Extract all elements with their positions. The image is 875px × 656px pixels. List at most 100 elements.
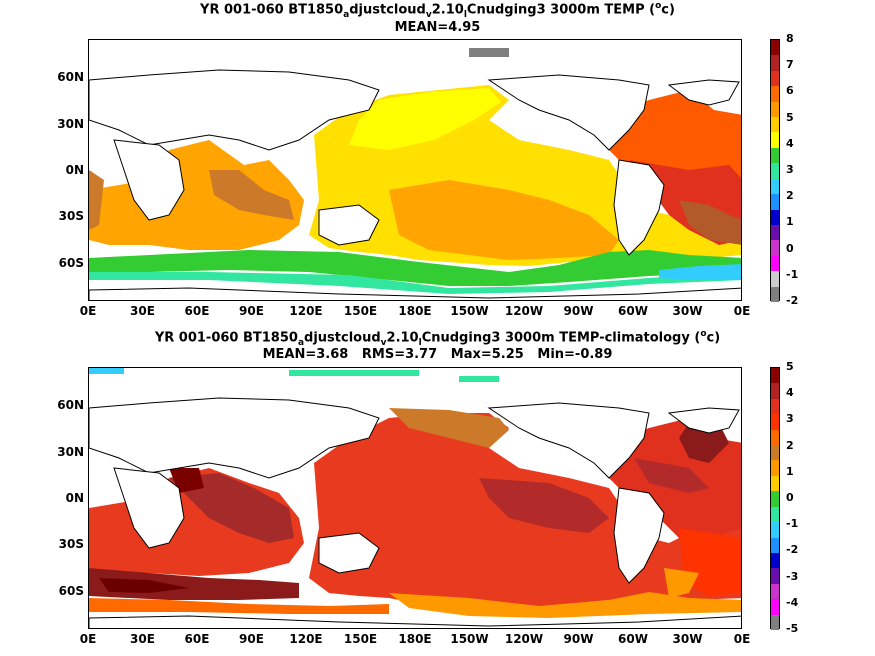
- x-tick-label: 90E: [239, 304, 264, 318]
- colorbar-segment: [771, 522, 779, 539]
- x-tick-label: 90W: [563, 304, 594, 318]
- x-tick-label: 30E: [130, 632, 155, 646]
- colorbar-label: 0: [786, 491, 794, 504]
- colorbar-segment: [771, 163, 779, 180]
- colorbar-label: -2: [786, 543, 799, 557]
- colorbar-segment: [771, 383, 779, 400]
- colorbar-segment: [771, 599, 779, 616]
- colorbar-segment: [771, 40, 779, 56]
- p1-ylabel-60s: 60S: [58, 256, 84, 270]
- x-tick-label: 60E: [184, 632, 210, 646]
- colorbar-segment: [771, 398, 779, 415]
- colorbar-label: -5: [786, 622, 799, 635]
- p1-ylabel-0n: 0N: [65, 163, 84, 177]
- colorbar-segment: [771, 506, 779, 523]
- colorbar-segment: [771, 147, 779, 164]
- colorbar-label: 0: [786, 241, 794, 255]
- panel2-title: YR 001-060 BT1850adjustcloudv2.10lCnudgi…: [154, 329, 721, 348]
- colorbar-label: -1: [786, 517, 799, 531]
- colorbar-label: -2: [786, 294, 799, 307]
- colorbar-segment: [771, 491, 779, 508]
- colorbar-segment: [771, 70, 779, 87]
- panel1-stats: MEAN=4.95: [394, 20, 481, 35]
- x-tick-label: 120W: [504, 304, 544, 318]
- x-tick-label: 150E: [343, 304, 378, 318]
- x-tick-label: 120E: [289, 304, 323, 318]
- x-tick-label: 30W: [672, 304, 703, 318]
- x-tick-label: 120E: [289, 632, 323, 646]
- colorbar-segment: [771, 614, 779, 631]
- p2-ylabel-60n: 60N: [57, 398, 84, 412]
- colorbar-label: 6: [786, 84, 794, 98]
- colorbar-segment: [771, 271, 779, 288]
- colorbar-segment: [771, 178, 779, 195]
- colorbar-segment: [771, 460, 779, 477]
- colorbar-label: -3: [786, 569, 799, 583]
- colorbar-segment: [771, 240, 779, 257]
- colorbar-label: 2: [786, 189, 794, 203]
- colorbar-segment: [771, 583, 779, 600]
- colorbar-segment: [771, 255, 779, 272]
- colorbar-segment: [771, 86, 779, 103]
- colorbar-segment: [771, 368, 779, 384]
- colorbar-segment: [771, 286, 779, 303]
- x-tick-label: 0E: [733, 632, 751, 646]
- colorbar-label: 1: [786, 464, 794, 478]
- x-tick-label: 150W: [450, 304, 489, 318]
- x-tick-label: 120W: [504, 632, 544, 646]
- panel1-title: YR 001-060 BT1850adjustcloudv2.10lCnudgi…: [200, 1, 675, 20]
- colorbar-segment: [771, 568, 779, 585]
- colorbar-label: 7: [786, 58, 794, 72]
- x-tick-label: 30E: [130, 304, 155, 318]
- colorbar-segment: [771, 224, 779, 241]
- x-tick-label: 0E: [733, 304, 751, 318]
- x-tick-label: 90E: [239, 632, 264, 646]
- colorbar-segment: [771, 537, 779, 554]
- colorbar-segment: [771, 194, 779, 211]
- colorbar-segment: [771, 475, 779, 492]
- p2-ylabel-60s: 60S: [58, 584, 84, 598]
- panel2-stats: MEAN=3.68 RMS=3.77 Max=5.25 Min=-0.89: [262, 347, 613, 362]
- colorbar-segment: [771, 429, 779, 446]
- x-tick-label: 0E: [79, 632, 97, 646]
- colorbar-label: 3: [786, 163, 794, 176]
- colorbar-label: 8: [786, 32, 794, 45]
- colorbar-label: 5: [786, 360, 794, 373]
- x-tick-label: 60E: [184, 304, 210, 318]
- colorbar-segment: [771, 445, 779, 461]
- x-tick-label: 30W: [672, 632, 703, 646]
- p1-ylabel-30s: 30S: [58, 209, 84, 223]
- p2-ylabel-0n: 0N: [65, 491, 84, 505]
- p1-ylabel-30n: 30N: [57, 117, 84, 131]
- x-tick-label: 90W: [563, 632, 594, 646]
- colorbar-label: 1: [786, 215, 794, 229]
- colorbar-label: -1: [786, 267, 799, 281]
- p2-ylabel-30s: 30S: [58, 537, 84, 551]
- colorbar-segment: [771, 101, 779, 118]
- colorbar-segment: [771, 117, 779, 133]
- colorbar-label: 4: [786, 386, 794, 400]
- x-tick-label: 60W: [618, 304, 648, 318]
- x-tick-label: 150W: [450, 632, 489, 646]
- colorbar-label: -4: [786, 595, 799, 609]
- p1-ylabel-60n: 60N: [57, 70, 84, 84]
- x-tick-label: 60W: [618, 632, 648, 646]
- colorbar-segment: [771, 552, 779, 569]
- panel2-map: [88, 367, 742, 629]
- x-tick-label: 180E: [398, 632, 432, 646]
- panel2-colorbar: [770, 367, 780, 631]
- colorbar-segment: [771, 209, 779, 226]
- p2-ylabel-30n: 30N: [57, 445, 84, 459]
- x-tick-label: 150E: [343, 632, 378, 646]
- colorbar-label: 4: [786, 136, 794, 150]
- colorbar-segment: [771, 414, 779, 431]
- panel1-map: [88, 39, 742, 301]
- colorbar-segment: [771, 132, 779, 149]
- panel1-colorbar: [770, 39, 780, 303]
- colorbar-segment: [771, 55, 779, 72]
- colorbar-label: 3: [786, 412, 794, 426]
- colorbar-label: 2: [786, 438, 794, 452]
- colorbar-label: 5: [786, 110, 794, 124]
- x-tick-label: 0E: [79, 304, 97, 318]
- x-tick-label: 180E: [398, 304, 432, 318]
